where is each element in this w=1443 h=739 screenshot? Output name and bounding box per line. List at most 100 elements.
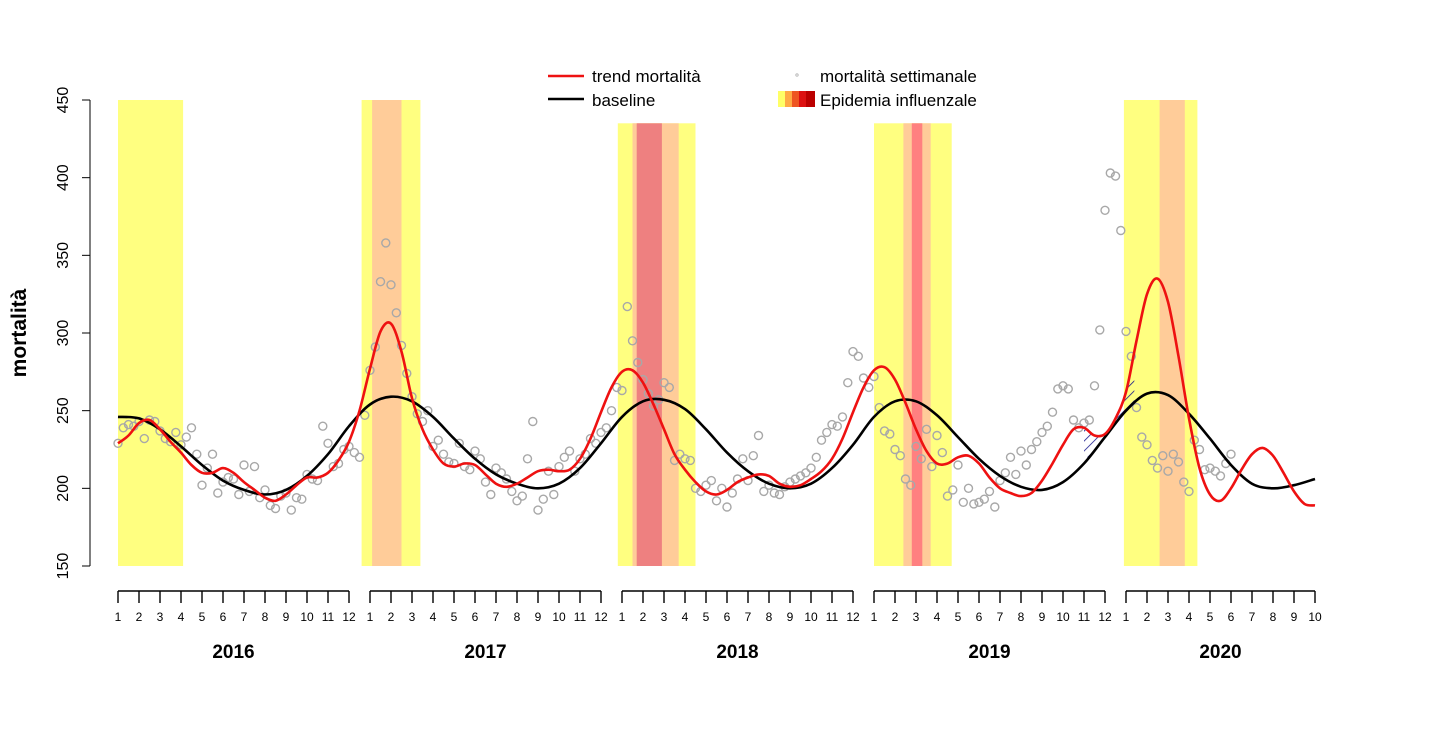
weekly-point-51 bbox=[381, 238, 391, 248]
weekly-point-160 bbox=[953, 460, 963, 470]
weekly-point-92 bbox=[596, 427, 606, 438]
weekly-point-68 bbox=[470, 446, 480, 456]
weekly-point-155 bbox=[927, 461, 937, 472]
weekly-point-174 bbox=[1026, 444, 1037, 455]
x-tick-label-2019-1: 1 bbox=[871, 610, 878, 624]
x-tick-label-2020-4: 4 bbox=[1186, 610, 1193, 624]
weekly-point-170 bbox=[1005, 452, 1016, 462]
weekly-point-173 bbox=[1021, 460, 1032, 470]
weekly-point-202 bbox=[1173, 457, 1184, 467]
legend: trend mortalità baseline mortalità setti… bbox=[548, 67, 977, 110]
weekly-point-14 bbox=[186, 423, 197, 433]
y-tick-label-5: 400 bbox=[55, 164, 72, 191]
x-tick-label-2019-8: 8 bbox=[1018, 610, 1025, 624]
weekly-point-75 bbox=[507, 486, 517, 497]
x-tick-label-2017-9: 9 bbox=[535, 610, 542, 624]
weekly-point-15 bbox=[192, 449, 202, 459]
y-axis-label: mortalità bbox=[8, 288, 31, 377]
weekly-point-165 bbox=[979, 494, 989, 504]
x-tick-label-2019-3: 3 bbox=[913, 610, 920, 624]
weekly-point-212 bbox=[1226, 449, 1236, 459]
weekly-point-176 bbox=[1037, 427, 1047, 438]
x-tick-label-2016-11: 11 bbox=[322, 610, 335, 624]
x-tick-label-2018-6: 6 bbox=[724, 610, 731, 624]
legend-baseline-label: baseline bbox=[592, 91, 655, 110]
weekly-point-204 bbox=[1184, 486, 1194, 497]
weekly-point-130 bbox=[795, 471, 806, 481]
x-tick-label-2020-7: 7 bbox=[1249, 610, 1256, 624]
x-tick-label-2016-5: 5 bbox=[199, 610, 206, 624]
x-tick-label-2018-11: 11 bbox=[826, 610, 839, 624]
legend-trend-label: trend mortalità bbox=[592, 67, 701, 86]
x-tick-label-2017-7: 7 bbox=[493, 610, 500, 624]
legend-epidemic-swatch bbox=[778, 91, 815, 107]
weekly-point-133 bbox=[811, 452, 821, 462]
x-tick-label-2018-3: 3 bbox=[661, 610, 668, 624]
weekly-point-5 bbox=[139, 433, 150, 444]
x-tick-label-2020-6: 6 bbox=[1228, 610, 1235, 624]
x-tick-label-2019-9: 9 bbox=[1039, 610, 1046, 624]
x-tick-label-2017-2: 2 bbox=[388, 610, 395, 624]
x-tick-label-2018-5: 5 bbox=[703, 610, 710, 624]
x-tick-label-2020-5: 5 bbox=[1207, 610, 1214, 624]
x-tick-label-2018-8: 8 bbox=[766, 610, 773, 624]
weekly-point-193 bbox=[1126, 351, 1137, 361]
x-tick-label-2016-4: 4 bbox=[178, 610, 185, 624]
weekly-point-157 bbox=[937, 447, 947, 458]
weekly-point-88 bbox=[575, 454, 585, 464]
weekly-point-30 bbox=[270, 503, 281, 514]
weekly-point-90 bbox=[585, 433, 596, 444]
x-tick-label-2016-3: 3 bbox=[157, 610, 164, 624]
x-tick-label-2019-12: 12 bbox=[1098, 610, 1112, 624]
weekly-point-159 bbox=[948, 485, 958, 495]
weekly-point-121 bbox=[748, 451, 758, 461]
weekly-point-110 bbox=[690, 483, 701, 493]
x-tick-label-2016-10: 10 bbox=[300, 610, 314, 624]
weekly-point-147 bbox=[885, 429, 895, 439]
weekly-point-125 bbox=[769, 488, 779, 498]
x-tick-label-2019-2: 2 bbox=[892, 610, 899, 624]
weekly-point-208 bbox=[1205, 463, 1215, 473]
weekly-point-83 bbox=[549, 489, 559, 500]
weekly-point-179 bbox=[1053, 384, 1063, 394]
weekly-point-94 bbox=[606, 406, 617, 416]
x-tick-label-2017-5: 5 bbox=[451, 610, 458, 624]
legend-weekly-swatch bbox=[795, 73, 799, 77]
x-tick-label-2018-7: 7 bbox=[745, 610, 752, 624]
weekly-point-37 bbox=[307, 474, 317, 484]
x-tick-label-2020-3: 3 bbox=[1165, 610, 1172, 624]
x-tick-label-2019-11: 11 bbox=[1078, 610, 1091, 624]
weekly-point-171 bbox=[1011, 469, 1021, 480]
weekly-point-146 bbox=[879, 426, 890, 436]
weekly-point-71 bbox=[486, 489, 496, 500]
weekly-point-33 bbox=[286, 505, 296, 515]
weekly-point-105 bbox=[664, 382, 674, 393]
weekly-point-21 bbox=[223, 472, 234, 483]
weekly-point-154 bbox=[921, 424, 932, 434]
weekly-point-114 bbox=[711, 496, 722, 506]
weekly-point-46 bbox=[354, 452, 365, 462]
weekly-point-81 bbox=[538, 494, 548, 504]
legend-epidemic-label: Epidemia influenzale bbox=[820, 91, 977, 110]
weekly-point-93 bbox=[601, 423, 611, 433]
weekly-point-192 bbox=[1121, 326, 1131, 337]
weekly-point-141 bbox=[853, 351, 863, 361]
weekly-point-13 bbox=[181, 432, 192, 442]
weekly-point-137 bbox=[832, 421, 842, 431]
x-tick-label-2019-10: 10 bbox=[1056, 610, 1070, 624]
weekly-point-65 bbox=[454, 438, 464, 448]
x-tick-label-2017-1: 1 bbox=[367, 610, 374, 624]
weekly-point-178 bbox=[1047, 407, 1058, 417]
x-tick-label-2019-4: 4 bbox=[934, 610, 941, 624]
weekly-point-39 bbox=[318, 421, 328, 431]
weekly-point-209 bbox=[1210, 466, 1221, 476]
weekly-point-138 bbox=[837, 412, 848, 422]
epidemic-band-10 bbox=[1159, 100, 1185, 566]
x-tick-label-2016-1: 1 bbox=[115, 610, 122, 624]
weekly-point-194 bbox=[1131, 402, 1142, 413]
epidemic-band-0 bbox=[118, 100, 184, 566]
weekly-point-70 bbox=[480, 477, 491, 487]
weekly-point-150 bbox=[900, 474, 911, 484]
weekly-point-12 bbox=[176, 440, 186, 450]
weekly-point-67 bbox=[465, 465, 475, 475]
